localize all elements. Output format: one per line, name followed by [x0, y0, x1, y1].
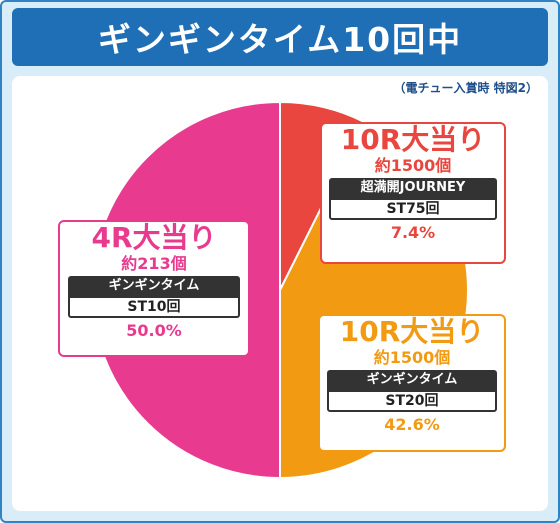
- condition-note: （電チュー入賞時 特図2）: [393, 81, 538, 95]
- slice-st: ST20回: [327, 390, 497, 412]
- slice-st: ST75回: [329, 198, 497, 220]
- slice-percent: 50.0%: [126, 321, 182, 340]
- slice-count: 約213個: [121, 254, 187, 273]
- callout-10r-journey: 10R大当り 約1500個 超満開JOURNEY ST75回 7.4%: [320, 122, 506, 264]
- slice-kind: ギンギンタイム: [67, 276, 241, 296]
- slice-st: ST10回: [67, 296, 241, 318]
- callout-4r: 4R大当り 約213個 ギンギンタイム ST10回 50.0%: [58, 220, 250, 357]
- callout-10r-gingin: 10R大当り 約1500個 ギンギンタイム ST20回 42.6%: [318, 314, 506, 452]
- slice-label: 10R大当り: [340, 123, 486, 156]
- slice-label: 4R大当り: [91, 221, 217, 254]
- slice-label: 10R大当り: [339, 315, 485, 348]
- slice-percent: 7.4%: [390, 223, 436, 242]
- slice-kind: 超満開JOURNEY: [329, 178, 497, 198]
- slice-count: 約1500個: [374, 156, 452, 175]
- slice-count: 約1500個: [373, 348, 451, 367]
- chart-title: ギンギンタイム10回中: [12, 8, 548, 66]
- slice-percent: 42.6%: [384, 415, 440, 434]
- slice-kind: ギンギンタイム: [327, 370, 497, 390]
